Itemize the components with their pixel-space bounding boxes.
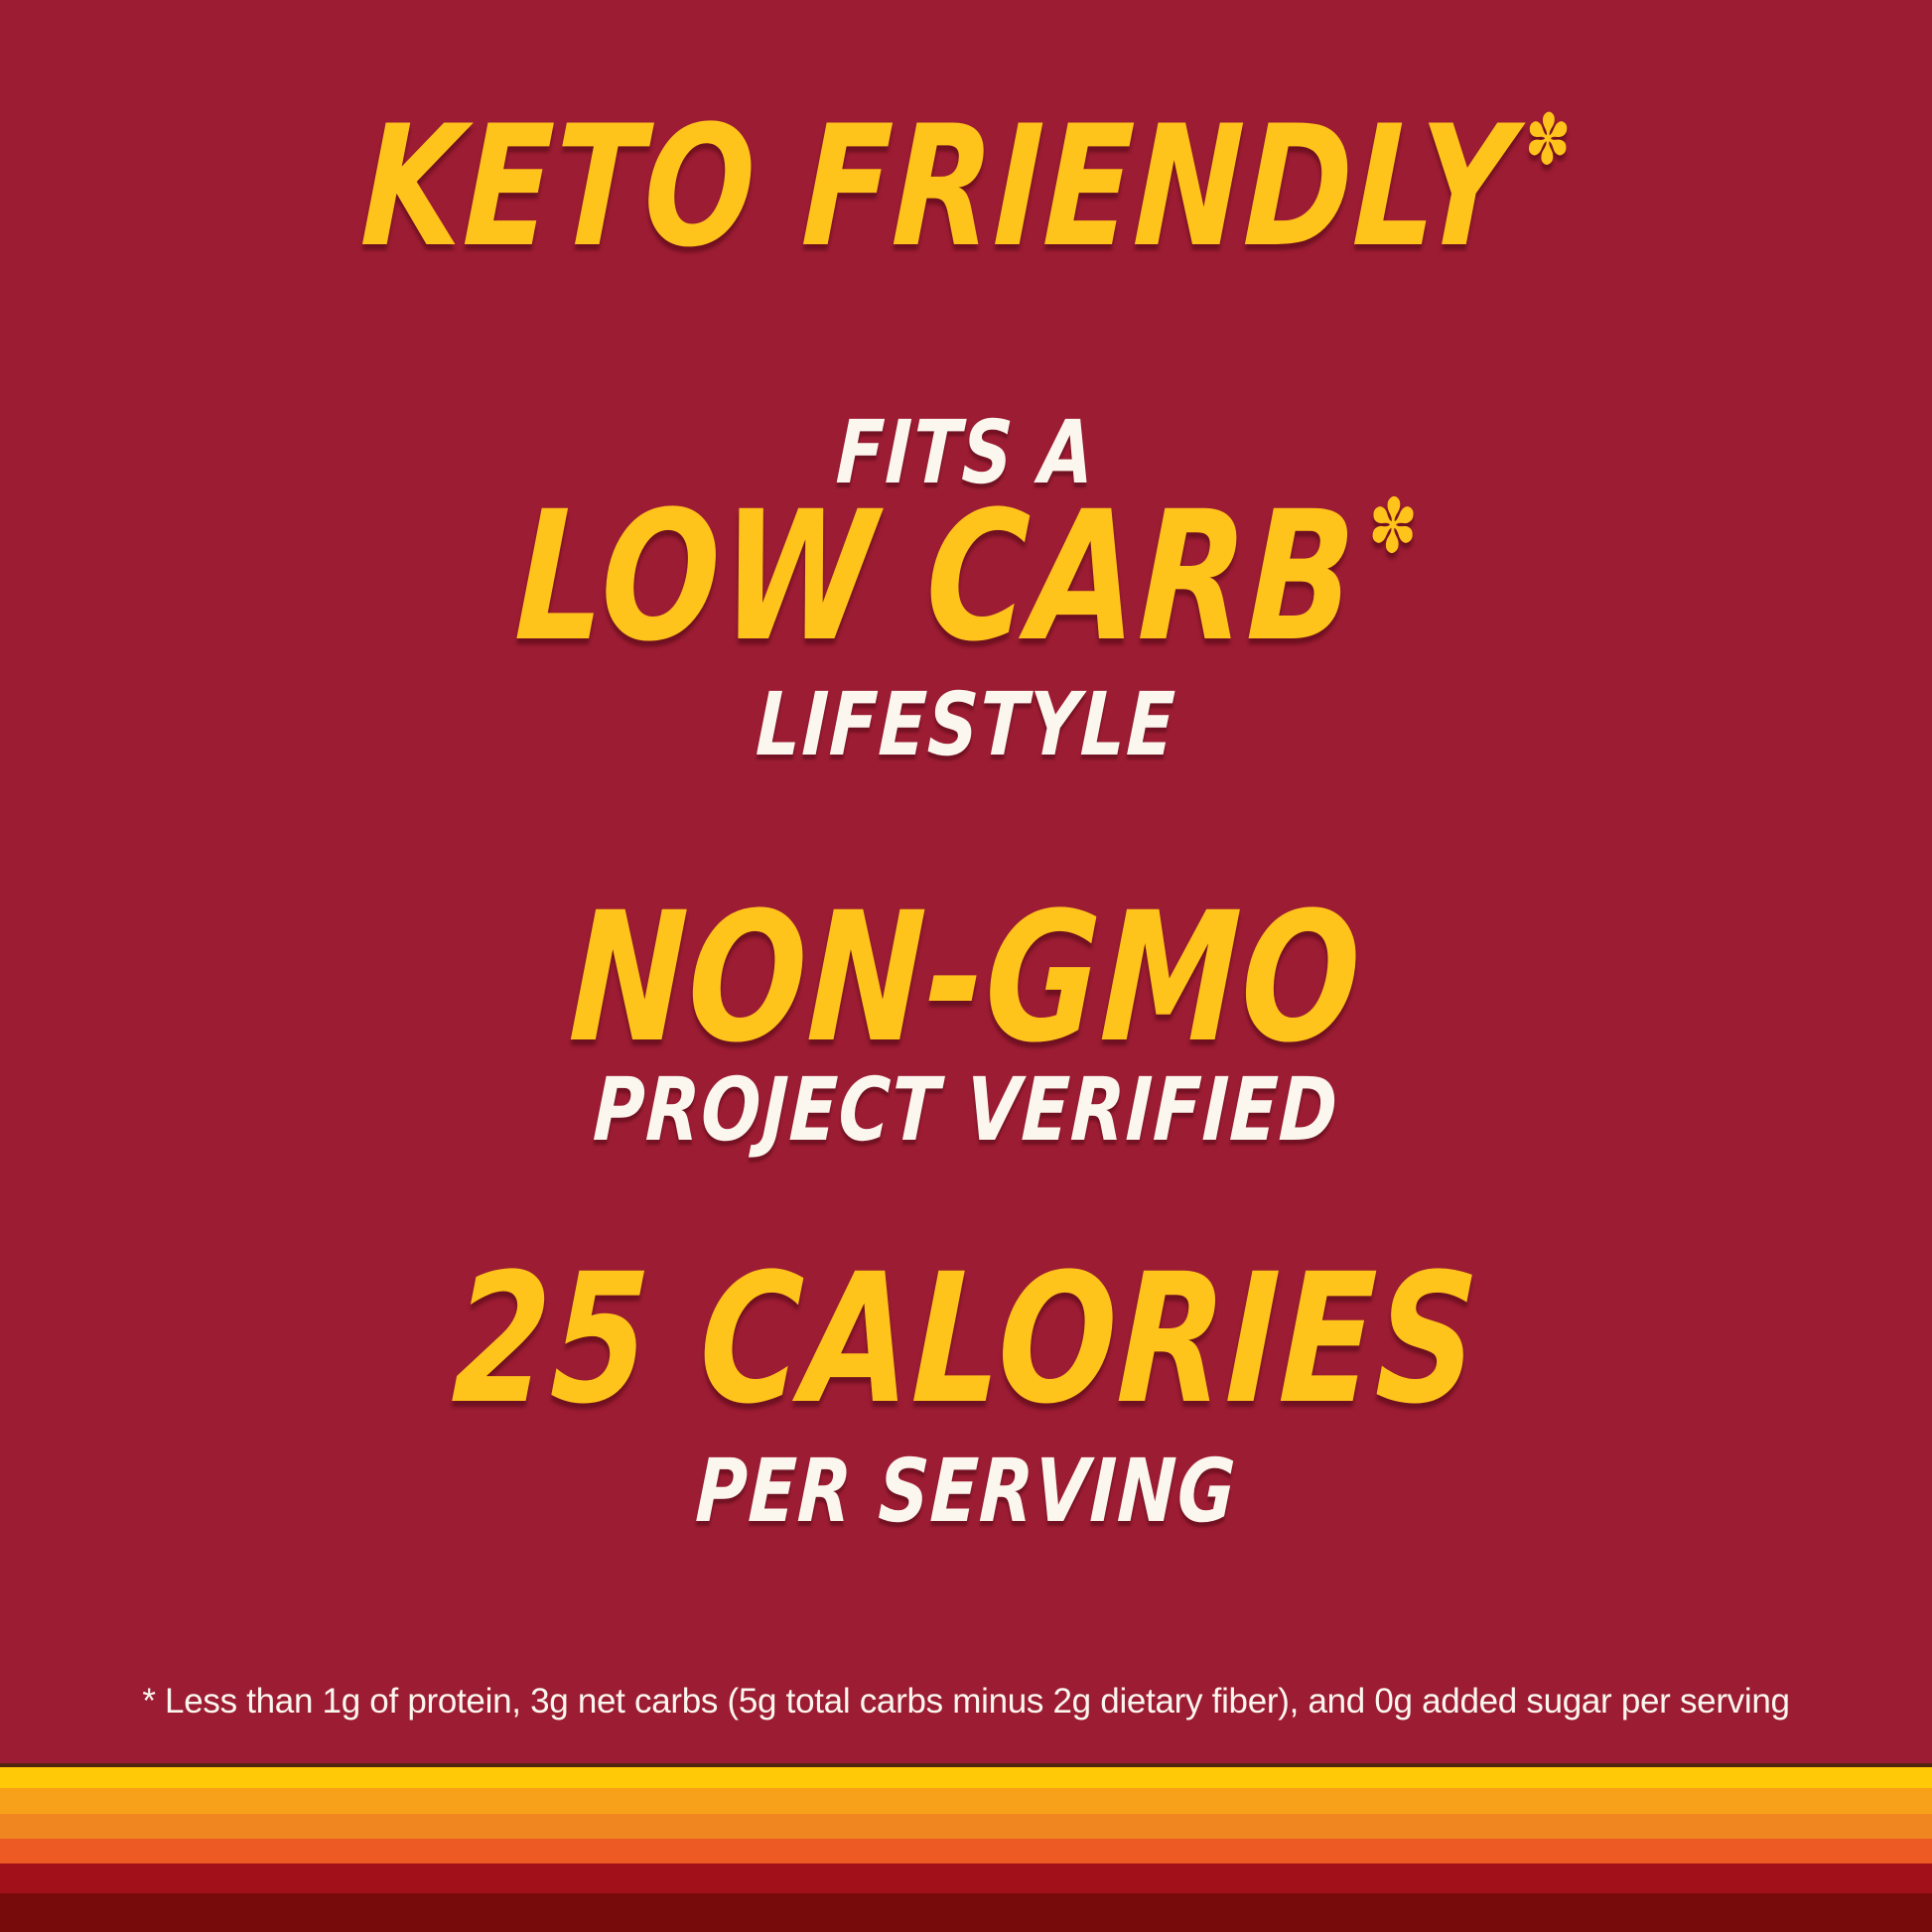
calories-claim: 25 CALORIES	[0, 1236, 1932, 1444]
orange-stripe	[0, 1814, 1932, 1839]
asterisk-flower-icon: ✽	[1523, 98, 1575, 181]
low-carb-tagline: LIFESTYLE	[0, 673, 1932, 775]
non-gmo-claim: NON-GMO	[0, 875, 1932, 1082]
low-carb-claim: LOW CARB✽	[0, 474, 1932, 681]
yellow-stripe	[0, 1767, 1932, 1788]
calories-tagline-text: PER SERVING	[693, 1440, 1239, 1542]
low-carb-headline: LOW CARB	[511, 474, 1360, 681]
low-carb-tagline-text: LIFESTYLE	[754, 673, 1178, 775]
keto-friendly-headline: KETO FRIENDLY	[357, 89, 1518, 284]
footer-stripes	[0, 1763, 1932, 1932]
footnote-disclaimer: * Less than 1g of protein, 3g net carbs …	[142, 1682, 1790, 1721]
amber-stripe	[0, 1788, 1932, 1814]
non-gmo-tagline: PROJECT VERIFIED	[0, 1058, 1932, 1161]
non-gmo-headline: NON-GMO	[566, 875, 1366, 1082]
calories-headline: 25 CALORIES	[449, 1236, 1483, 1444]
crimson-stripe	[0, 1863, 1932, 1893]
maroon-stripe	[0, 1893, 1932, 1932]
non-gmo-tagline-text: PROJECT VERIFIED	[591, 1058, 1341, 1161]
keto-friendly-claim: KETO FRIENDLY✽	[0, 89, 1932, 284]
calories-tagline: PER SERVING	[0, 1440, 1932, 1542]
divider-stripe	[0, 1763, 1932, 1767]
asterisk-flower-icon: ✽	[1366, 483, 1421, 571]
vermilion-stripe	[0, 1839, 1932, 1863]
